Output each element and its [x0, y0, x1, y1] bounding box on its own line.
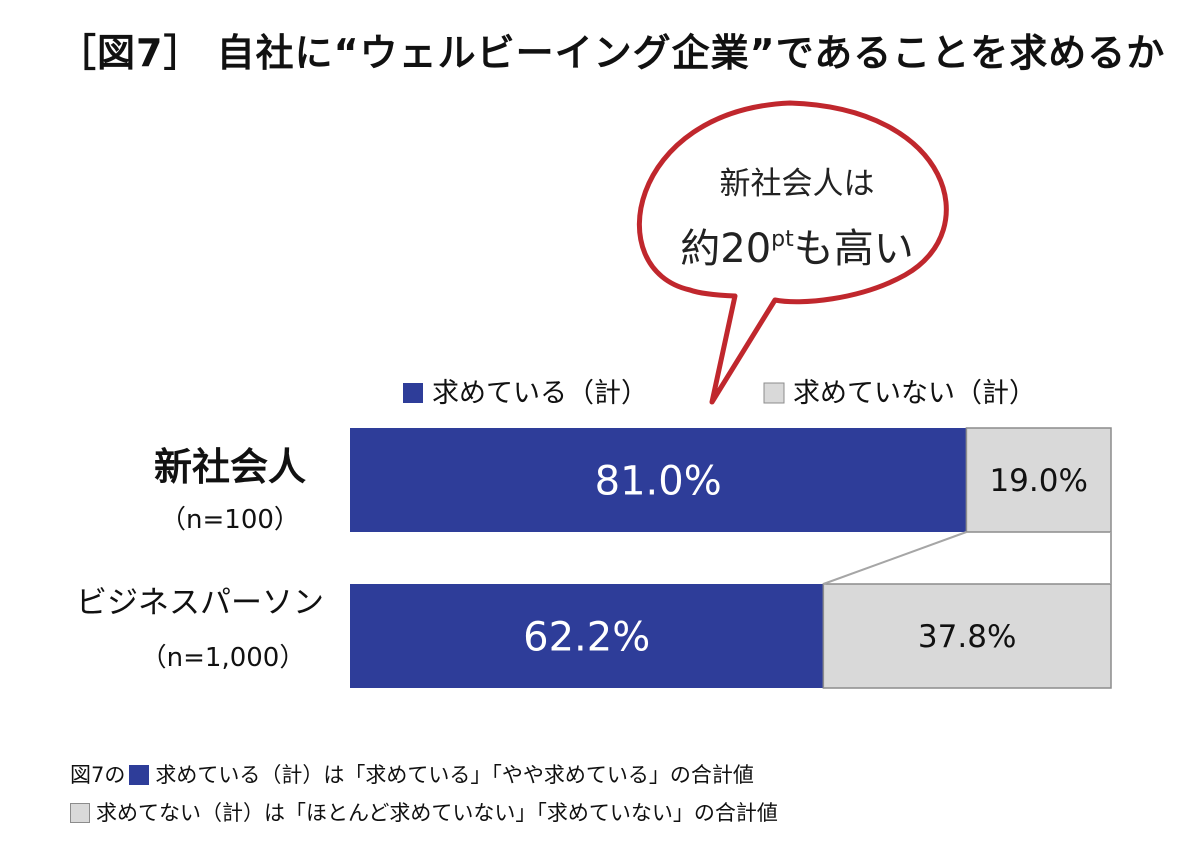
bar-seek-2	[350, 584, 824, 688]
footnote-swatch-not-seek	[70, 803, 90, 823]
legend-swatch-not-seek	[763, 382, 785, 404]
callout-line2-sup: pt	[771, 227, 794, 252]
data-label-seek-1: 81.0%	[595, 458, 722, 504]
category-label-business-persons: ビジネスパーソン	[76, 585, 324, 621]
footnote-2-text: 求めてない（計）は「ほとんど求めていない」「求めていない」の合計値	[96, 801, 778, 825]
footnote-1-prefix: 図7の	[70, 763, 126, 787]
category-sublabel-business-persons: （n=1,000）	[141, 643, 306, 673]
footnote-line-2: 求めてない（計）は「ほとんど求めていない」「求めていない」の合計値	[70, 794, 778, 832]
footnote-1-text: 求めている（計）は「求めている」「やや求めている」の合計値	[155, 763, 754, 787]
callout-line2-end: も高い	[794, 226, 914, 272]
category-sublabel-new-employees: （n=100）	[160, 505, 300, 535]
bar-not-seek-1	[965, 427, 1112, 533]
footnotes: 図7の 求めている（計）は「求めている」「やや求めている」の合計値 求めてない（…	[70, 756, 778, 832]
category-label-new-employees: 新社会人	[154, 445, 306, 489]
data-label-seek-2: 62.2%	[523, 614, 650, 660]
callout-line2: 約20ptも高い	[680, 226, 914, 272]
bar-not-seek-2	[822, 583, 1112, 689]
legend-label-not-seek: 求めていない（計）	[793, 378, 1036, 409]
footnote-swatch-seek	[129, 765, 150, 785]
callout-bubble	[636, 100, 949, 405]
data-label-not-seek-1: 19.0%	[989, 463, 1087, 499]
data-label-not-seek-2: 37.8%	[918, 619, 1016, 655]
footnote-line-1: 図7の 求めている（計）は「求めている」「やや求めている」の合計値	[70, 756, 778, 794]
callout-line2-main: 約20	[680, 226, 771, 272]
callout-line1: 新社会人は	[720, 166, 875, 202]
bar-seek-1	[350, 428, 967, 532]
legend-label-seek: 求めている（計）	[432, 378, 648, 409]
chart-title: ［図7］ 自社に“ウェルビーイング企業”であることを求めるか	[58, 31, 1166, 75]
connector-line-boundary	[823, 531, 967, 585]
legend-swatch-seek	[403, 383, 423, 403]
